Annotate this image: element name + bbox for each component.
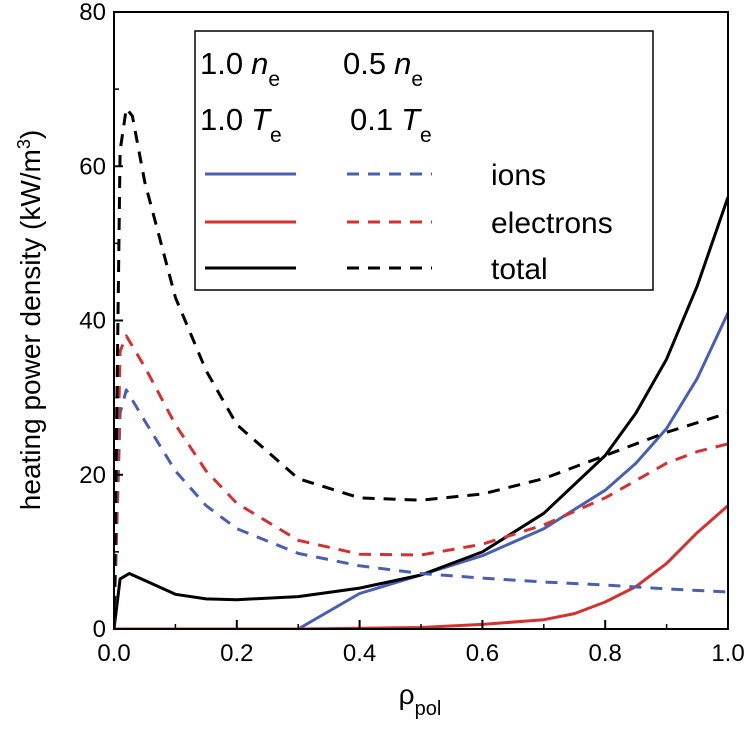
legend-head-2-1: 0.5 ne (343, 46, 423, 91)
legend-label-electrons: electrons (491, 207, 613, 240)
legend-box (194, 30, 654, 291)
y-tick-label: 80 (79, 0, 106, 26)
x-tick-label: 0.8 (589, 640, 622, 667)
x-tick-label: 1.0 (711, 640, 744, 667)
series-line-electrons-dashed (114, 334, 728, 629)
series-line-ions-dashed (114, 388, 728, 629)
legend-head-2-2: 0.1 Te (350, 102, 432, 147)
y-tick-label: 60 (79, 153, 106, 180)
x-axis-title: ρpol (399, 679, 442, 720)
x-tick-label: 0.0 (97, 640, 130, 667)
legend: 1.0 ne 0.5 ne 1.0 Te 0.1 Te ions electrons t… (194, 30, 654, 291)
x-tick-label: 0.2 (220, 640, 253, 667)
ticks-layer: 0.0 0.2 0.4 0.6 0.8 1.0 0 20 40 60 80 (79, 0, 744, 667)
legend-label-total: total (491, 253, 548, 286)
legend-head-1-1: 1.0 ne (200, 46, 280, 91)
y-tick-label: 40 (79, 308, 106, 335)
x-tick-label: 0.4 (343, 640, 376, 667)
y-axis-title: heating power density (kW/m3) (14, 130, 46, 510)
series-line-total-solid (114, 196, 728, 629)
legend-label-ions: ions (491, 159, 546, 192)
series-line-ions-solid (114, 312, 728, 629)
y-tick-label: 20 (79, 462, 106, 489)
series-line-electrons-solid (114, 504, 728, 629)
series-line-total-dashed (114, 106, 728, 629)
x-tick-label: 0.6 (466, 640, 499, 667)
y-tick-label: 0 (93, 616, 106, 643)
legend-head-1-2: 1.0 Te (200, 102, 282, 147)
